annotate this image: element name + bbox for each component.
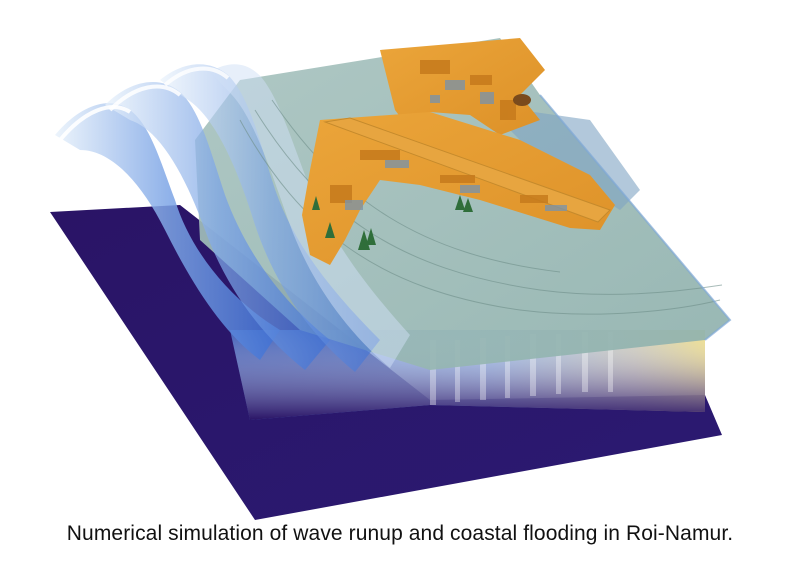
side-wall-streaks bbox=[430, 332, 613, 405]
figure-caption: Numerical simulation of wave runup and c… bbox=[66, 522, 734, 545]
vegetation bbox=[312, 195, 473, 250]
island-roi-namur bbox=[302, 38, 615, 265]
3d-terrain-wave-plot bbox=[50, 38, 732, 520]
lagoon-water bbox=[510, 110, 640, 210]
simulation-render bbox=[50, 38, 732, 520]
